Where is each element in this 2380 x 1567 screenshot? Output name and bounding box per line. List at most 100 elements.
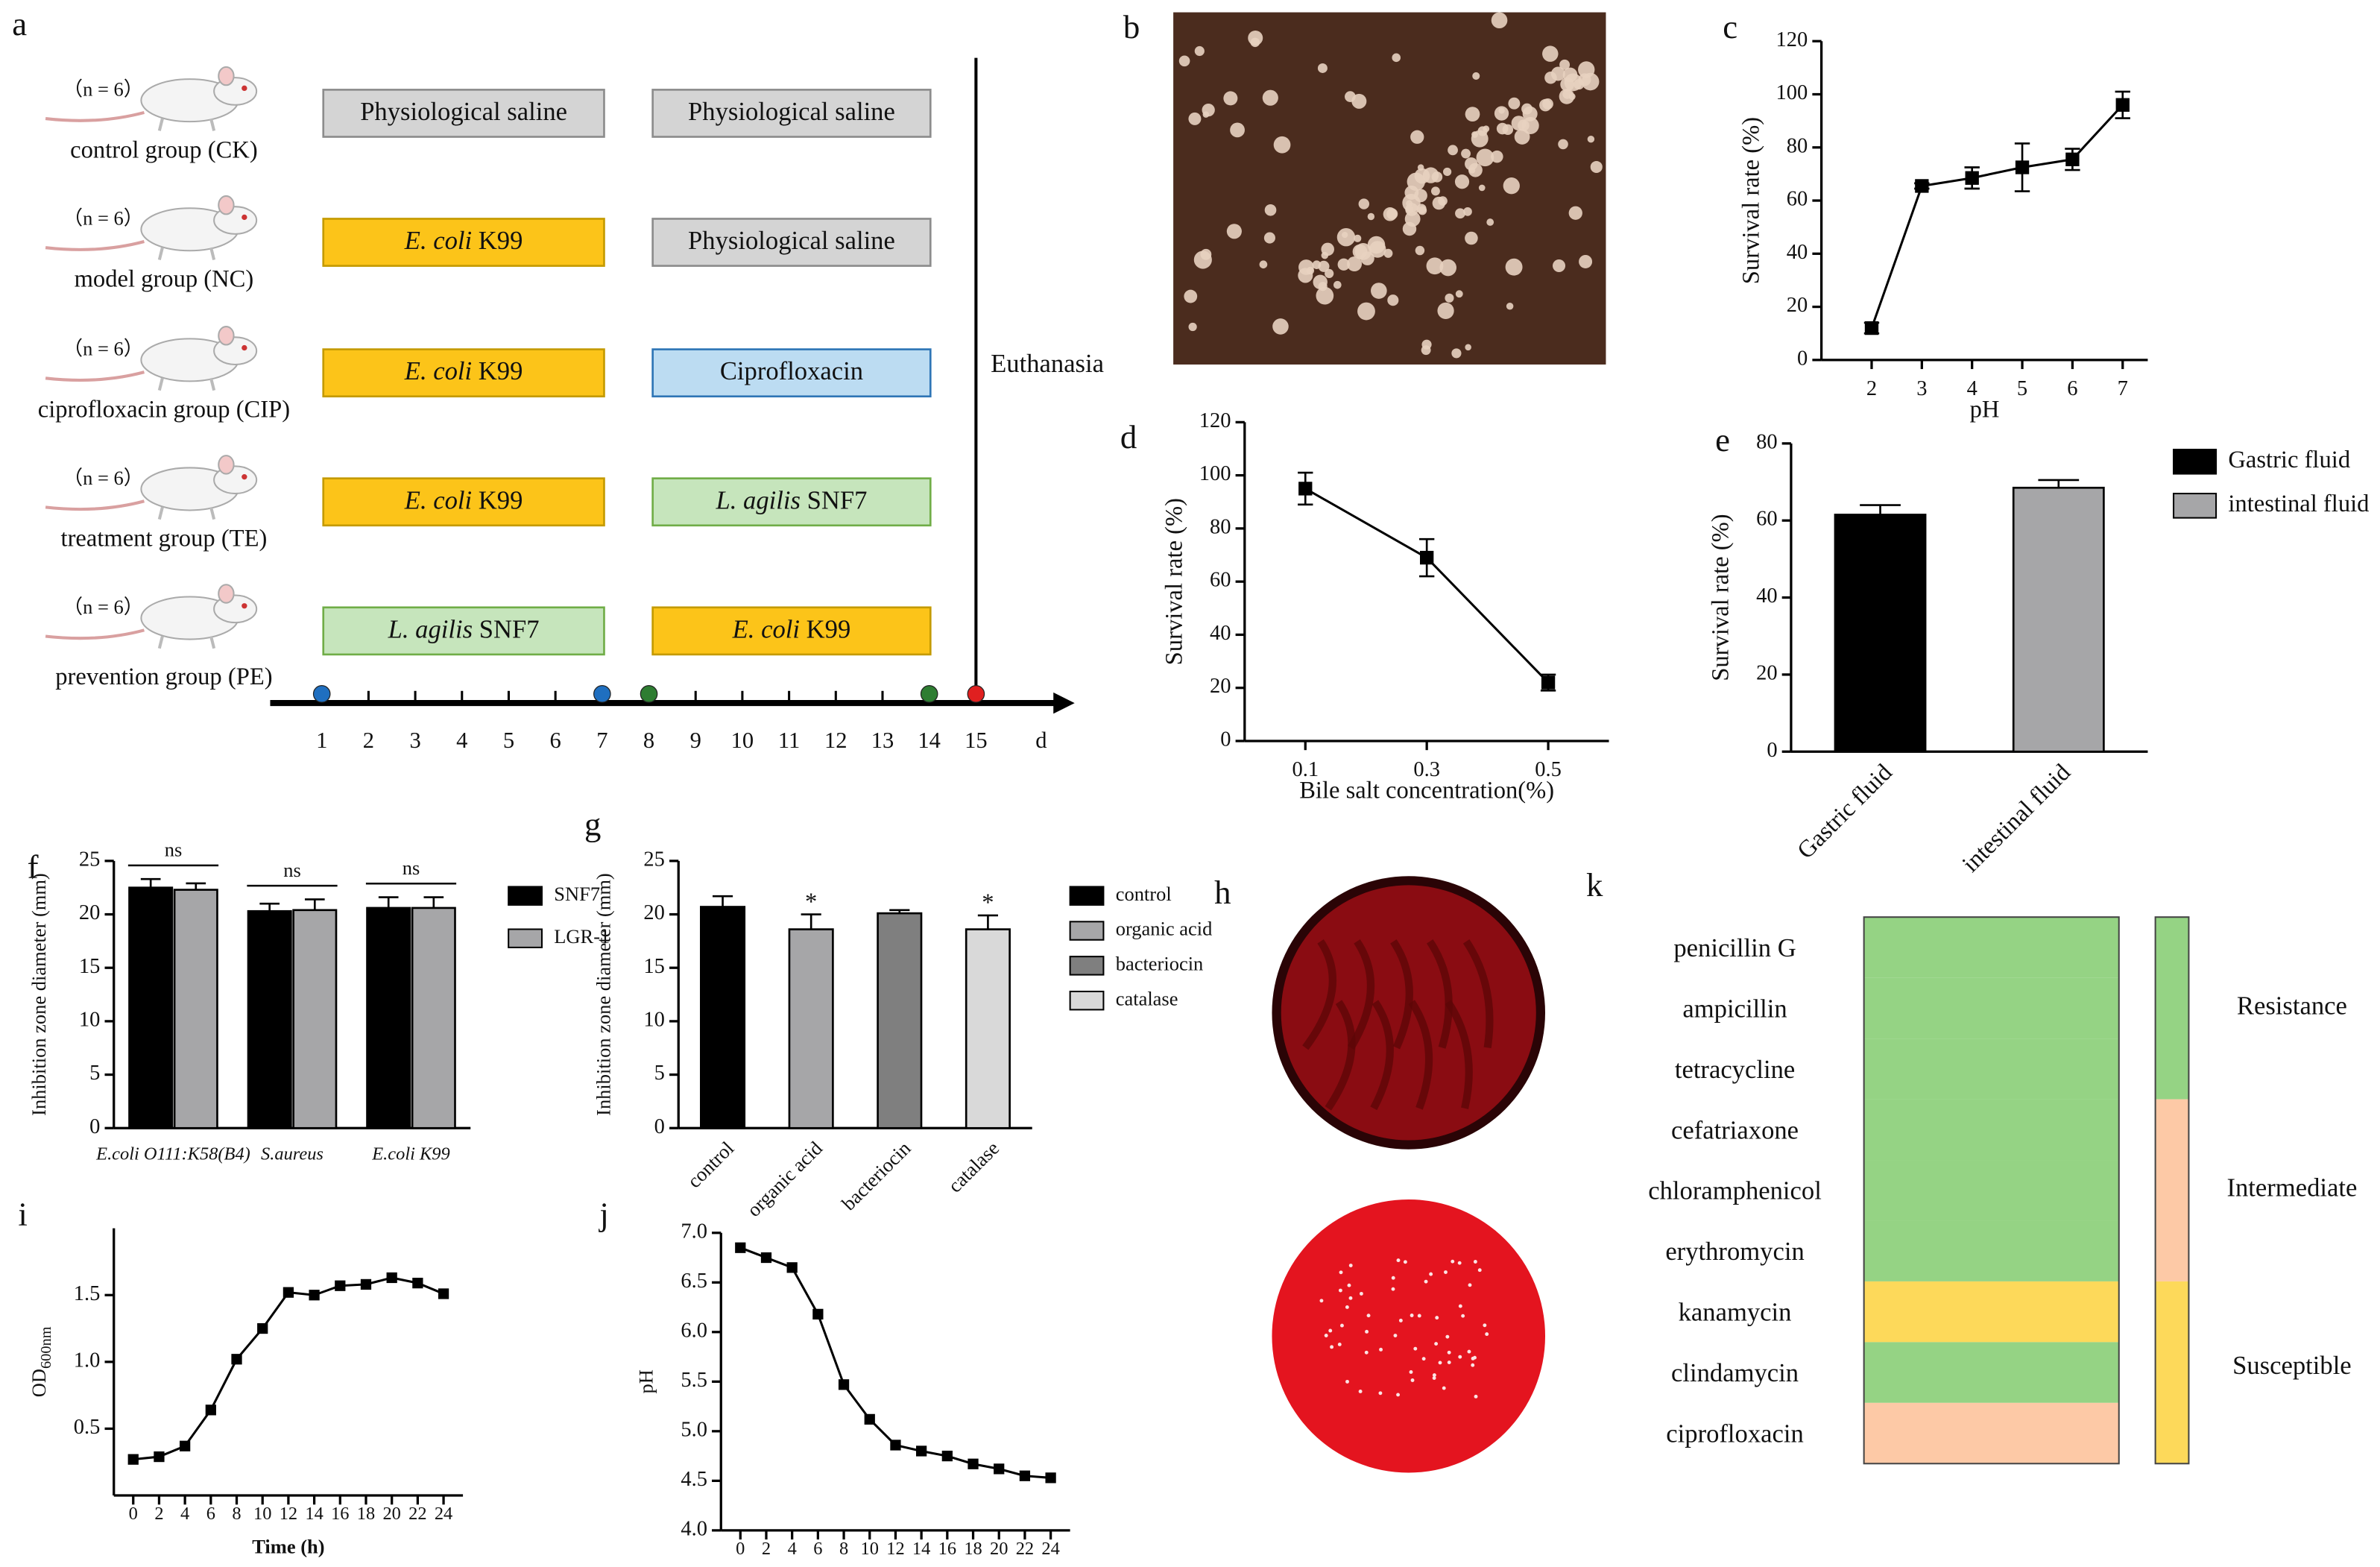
significance-label: ns bbox=[283, 859, 301, 881]
drug-label: erythromycin bbox=[1665, 1237, 1804, 1266]
colony bbox=[1259, 260, 1268, 269]
treatment-text: Physiological saline bbox=[360, 98, 567, 126]
colony bbox=[1410, 1378, 1415, 1382]
y-tick-label: 0 bbox=[89, 1115, 100, 1138]
colony bbox=[1371, 283, 1387, 299]
x-tick-label: 24 bbox=[1041, 1539, 1059, 1559]
colony bbox=[1330, 1345, 1334, 1349]
colony bbox=[1367, 236, 1386, 254]
y-tick-label: 0 bbox=[1767, 739, 1777, 762]
day-unit: d bbox=[1035, 728, 1047, 753]
colony bbox=[1455, 208, 1465, 219]
colony bbox=[1357, 302, 1375, 321]
heat-border bbox=[1863, 916, 2120, 1465]
mouse-tail bbox=[45, 628, 145, 640]
x-tick-label: 0 bbox=[129, 1504, 138, 1524]
legend-border bbox=[2154, 916, 2190, 1465]
bar bbox=[292, 909, 338, 1129]
colony bbox=[1442, 1386, 1446, 1390]
treatment-text: Physiological saline bbox=[688, 98, 895, 126]
colony bbox=[1435, 1316, 1439, 1320]
day-label: 7 bbox=[596, 728, 607, 753]
x-tick-label: 6 bbox=[813, 1539, 822, 1559]
drug-label: tetracycline bbox=[1675, 1056, 1795, 1084]
colony bbox=[1391, 1276, 1395, 1280]
colony bbox=[1438, 1361, 1442, 1365]
species: E. coli bbox=[732, 615, 800, 643]
colony bbox=[1193, 250, 1212, 269]
data-point bbox=[257, 1322, 268, 1334]
y-tick-label: 5.5 bbox=[681, 1369, 707, 1392]
x-tick-label: 2 bbox=[1866, 377, 1877, 400]
x-tick-label: 12 bbox=[280, 1504, 297, 1524]
colony bbox=[1263, 232, 1275, 244]
mouse-leg bbox=[209, 118, 216, 131]
panel-label: k bbox=[1586, 866, 1603, 904]
significance-label: * bbox=[982, 889, 994, 916]
colony bbox=[1178, 55, 1190, 67]
x-tick-label: S.aureus bbox=[261, 1144, 323, 1164]
colony-photo bbox=[1173, 12, 1606, 365]
treatment-box bbox=[651, 89, 932, 138]
colony bbox=[1358, 1390, 1363, 1393]
colony bbox=[1230, 122, 1245, 138]
data-point bbox=[1915, 179, 1929, 193]
bar bbox=[366, 907, 411, 1129]
legend-label: Gastric fluid bbox=[2228, 447, 2350, 473]
mouse-ear bbox=[218, 584, 235, 604]
group-label: model group (NC) bbox=[75, 265, 254, 292]
heat-cell bbox=[1863, 1342, 2119, 1403]
colony bbox=[1467, 1349, 1471, 1354]
x-tick-label: Gastric fluid bbox=[1792, 759, 1897, 864]
strain: K99 bbox=[807, 615, 851, 643]
y-tick-label: 40 bbox=[1756, 584, 1778, 608]
y-axis-label: Inhibition zone diameter (mm) bbox=[593, 873, 615, 1116]
bar bbox=[173, 889, 218, 1129]
colony bbox=[1417, 164, 1424, 171]
y-tick-label: 120 bbox=[1776, 28, 1808, 51]
y-tick-label: 5 bbox=[654, 1062, 665, 1085]
x-tick-label: organic acid bbox=[742, 1137, 827, 1221]
mouse-icon bbox=[45, 455, 258, 520]
colony bbox=[1347, 1283, 1351, 1287]
treatment-box bbox=[651, 218, 932, 267]
colony bbox=[1396, 1393, 1401, 1397]
colony bbox=[1444, 1270, 1448, 1274]
colony bbox=[1410, 1314, 1414, 1317]
data-line bbox=[133, 1276, 444, 1461]
legend-swatch bbox=[508, 928, 543, 948]
colony bbox=[1188, 322, 1197, 332]
treatment-name: Physiological saline bbox=[688, 227, 895, 255]
y-axis-label: pH bbox=[635, 1369, 657, 1393]
bar bbox=[877, 912, 923, 1129]
mouse-eye bbox=[242, 603, 247, 609]
heat-cell bbox=[1863, 917, 2119, 978]
colony bbox=[1421, 339, 1432, 350]
colony bbox=[1391, 1287, 1395, 1291]
colony bbox=[1392, 53, 1401, 63]
y-tick-label: 80 bbox=[1787, 134, 1808, 157]
y-tick-label: 100 bbox=[1776, 81, 1808, 104]
colony bbox=[1342, 231, 1348, 239]
colony bbox=[1393, 1334, 1398, 1337]
mouse-ear bbox=[218, 326, 235, 346]
colony bbox=[1421, 1357, 1426, 1361]
streak bbox=[1408, 1000, 1433, 1110]
streak bbox=[1347, 939, 1375, 1050]
y-tick-label: 100 bbox=[1199, 462, 1231, 485]
colony bbox=[1506, 303, 1514, 310]
colony bbox=[1396, 1258, 1401, 1263]
bar bbox=[965, 928, 1011, 1129]
drug-label: ciprofloxacin bbox=[1666, 1420, 1804, 1448]
y-tick-label: 80 bbox=[1756, 430, 1778, 453]
legend-segment bbox=[2155, 1099, 2189, 1281]
day-label: 12 bbox=[824, 728, 847, 753]
species: E. coli bbox=[404, 486, 472, 514]
mouse-icon bbox=[45, 584, 258, 649]
colony bbox=[1448, 145, 1458, 156]
colony bbox=[1424, 1279, 1428, 1284]
y-tick-label: 60 bbox=[1210, 569, 1231, 592]
colony bbox=[1272, 318, 1289, 335]
y-tick-label: 20 bbox=[1756, 661, 1778, 684]
day-label: 2 bbox=[363, 728, 374, 753]
